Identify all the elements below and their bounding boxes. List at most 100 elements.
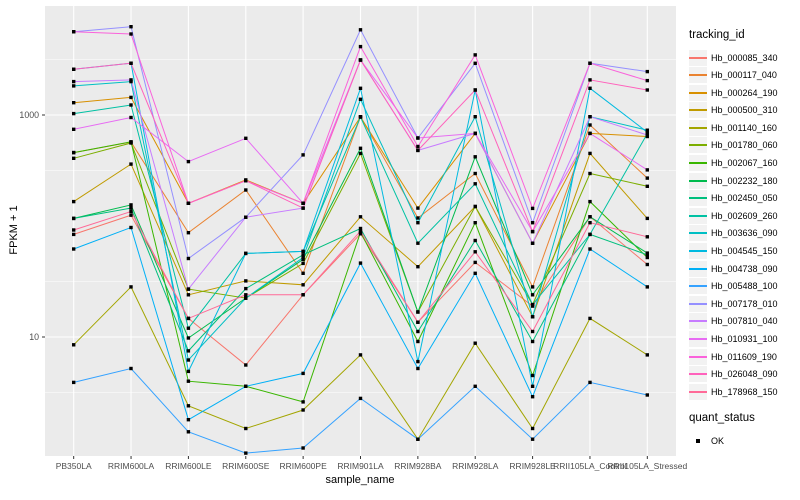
data-point: [588, 316, 592, 321]
legend-item-label: Hb_011609_190: [711, 351, 777, 362]
legend-key-line-icon: [689, 383, 707, 400]
legend-item-Hb_005488_100: Hb_005488_100: [689, 278, 799, 295]
legend-item-Hb_000117_040: Hb_000117_040: [689, 67, 799, 84]
legend-item-Hb_001780_060: Hb_001780_060: [689, 137, 799, 154]
data-point: [244, 136, 248, 140]
data-point: [645, 78, 649, 83]
legend-item-Hb_000264_190: Hb_000264_190: [689, 84, 799, 101]
data-point: [358, 146, 363, 150]
data-point: [186, 369, 191, 374]
legend-item-label: Hb_002609_260: [711, 210, 778, 221]
data-point: [530, 293, 535, 297]
data-point: [530, 241, 535, 245]
legend-key-line-icon: [689, 366, 707, 383]
data-point: [530, 373, 535, 378]
x-tick-label-PB350LA: PB350LA: [56, 461, 92, 471]
data-point: [645, 168, 649, 172]
data-point: [473, 115, 477, 119]
legend-key-line-icon: [689, 155, 707, 172]
y-axis-title: FPKM + 1: [8, 205, 20, 255]
data-point: [645, 251, 649, 255]
data-point: [186, 201, 191, 205]
data-point: [129, 103, 133, 107]
data-point: [301, 255, 305, 260]
legend-key-line-icon: [689, 260, 707, 277]
data-point: [473, 155, 477, 159]
data-point: [588, 199, 592, 204]
data-point: [530, 384, 535, 388]
data-point: [244, 279, 248, 283]
legend-key-line-icon: [689, 225, 707, 242]
data-point: [530, 395, 535, 399]
data-point: [473, 53, 477, 57]
data-point: [72, 150, 76, 155]
legend-item-Hb_007810_040: Hb_007810_040: [689, 313, 799, 330]
y-tick-label: 1000: [19, 110, 39, 120]
data-point: [416, 241, 420, 245]
data-point: [72, 228, 76, 232]
data-point: [129, 61, 133, 65]
data-point: [301, 293, 305, 297]
data-point: [301, 206, 305, 210]
data-point: [645, 130, 649, 134]
data-point: [72, 343, 76, 347]
data-point: [416, 366, 420, 371]
legend-item-Hb_007178_010: Hb_007178_010: [689, 295, 799, 312]
data-point: [186, 256, 191, 261]
legend-item-Hb_004738_090: Hb_004738_090: [689, 260, 799, 277]
legend-item-label: Hb_003636_090: [711, 228, 778, 239]
data-point: [416, 265, 420, 269]
data-point: [129, 162, 133, 166]
legend-item-label: Hb_007810_040: [711, 316, 778, 327]
legend-item-label: Hb_000500_310: [711, 105, 778, 116]
legend-title-tracking-id: tracking_id: [689, 29, 745, 41]
data-point: [358, 86, 363, 90]
data-point: [416, 144, 420, 149]
data-point: [129, 209, 133, 214]
data-point: [530, 206, 535, 211]
data-point: [530, 229, 535, 234]
data-point: [358, 229, 363, 233]
legend-item-Hb_002450_050: Hb_002450_050: [689, 190, 799, 207]
data-point: [129, 79, 133, 84]
data-point: [129, 32, 133, 36]
legend-key-line-icon: [689, 102, 707, 119]
data-point: [416, 437, 420, 441]
legend-item-label: Hb_000117_040: [711, 70, 777, 81]
legend-item-label: Hb_001780_060: [711, 140, 778, 151]
data-point: [301, 371, 305, 376]
data-point: [473, 260, 477, 265]
data-point: [416, 339, 420, 344]
data-point: [129, 203, 133, 207]
data-point: [416, 329, 420, 334]
data-point: [530, 426, 535, 431]
data-point: [473, 341, 477, 345]
legend-key-line-icon: [689, 49, 707, 66]
data-point: [645, 216, 649, 221]
data-point: [301, 283, 305, 287]
data-point: [473, 182, 477, 186]
data-point: [358, 353, 363, 357]
data-point: [530, 221, 535, 225]
legend-key-line-icon: [689, 243, 707, 260]
data-point: [588, 215, 592, 219]
data-point: [244, 215, 248, 219]
legend-item-Hb_000085_340: Hb_000085_340: [689, 49, 799, 66]
data-point: [129, 115, 133, 120]
data-point: [244, 179, 248, 183]
data-point: [301, 249, 305, 254]
x-tick-label-RRII105LA_Stressed: RRII105LA_Stressed: [607, 461, 687, 471]
data-point: [186, 336, 191, 340]
data-point: [301, 271, 305, 275]
data-point: [129, 213, 133, 217]
legend-key-line-icon: [689, 84, 707, 101]
data-point: [358, 261, 363, 265]
data-point: [588, 115, 592, 119]
data-point: [301, 446, 305, 450]
data-point: [129, 225, 133, 230]
data-point: [645, 128, 649, 132]
data-point: [473, 221, 477, 225]
data-point: [530, 437, 535, 441]
data-point: [301, 257, 305, 262]
